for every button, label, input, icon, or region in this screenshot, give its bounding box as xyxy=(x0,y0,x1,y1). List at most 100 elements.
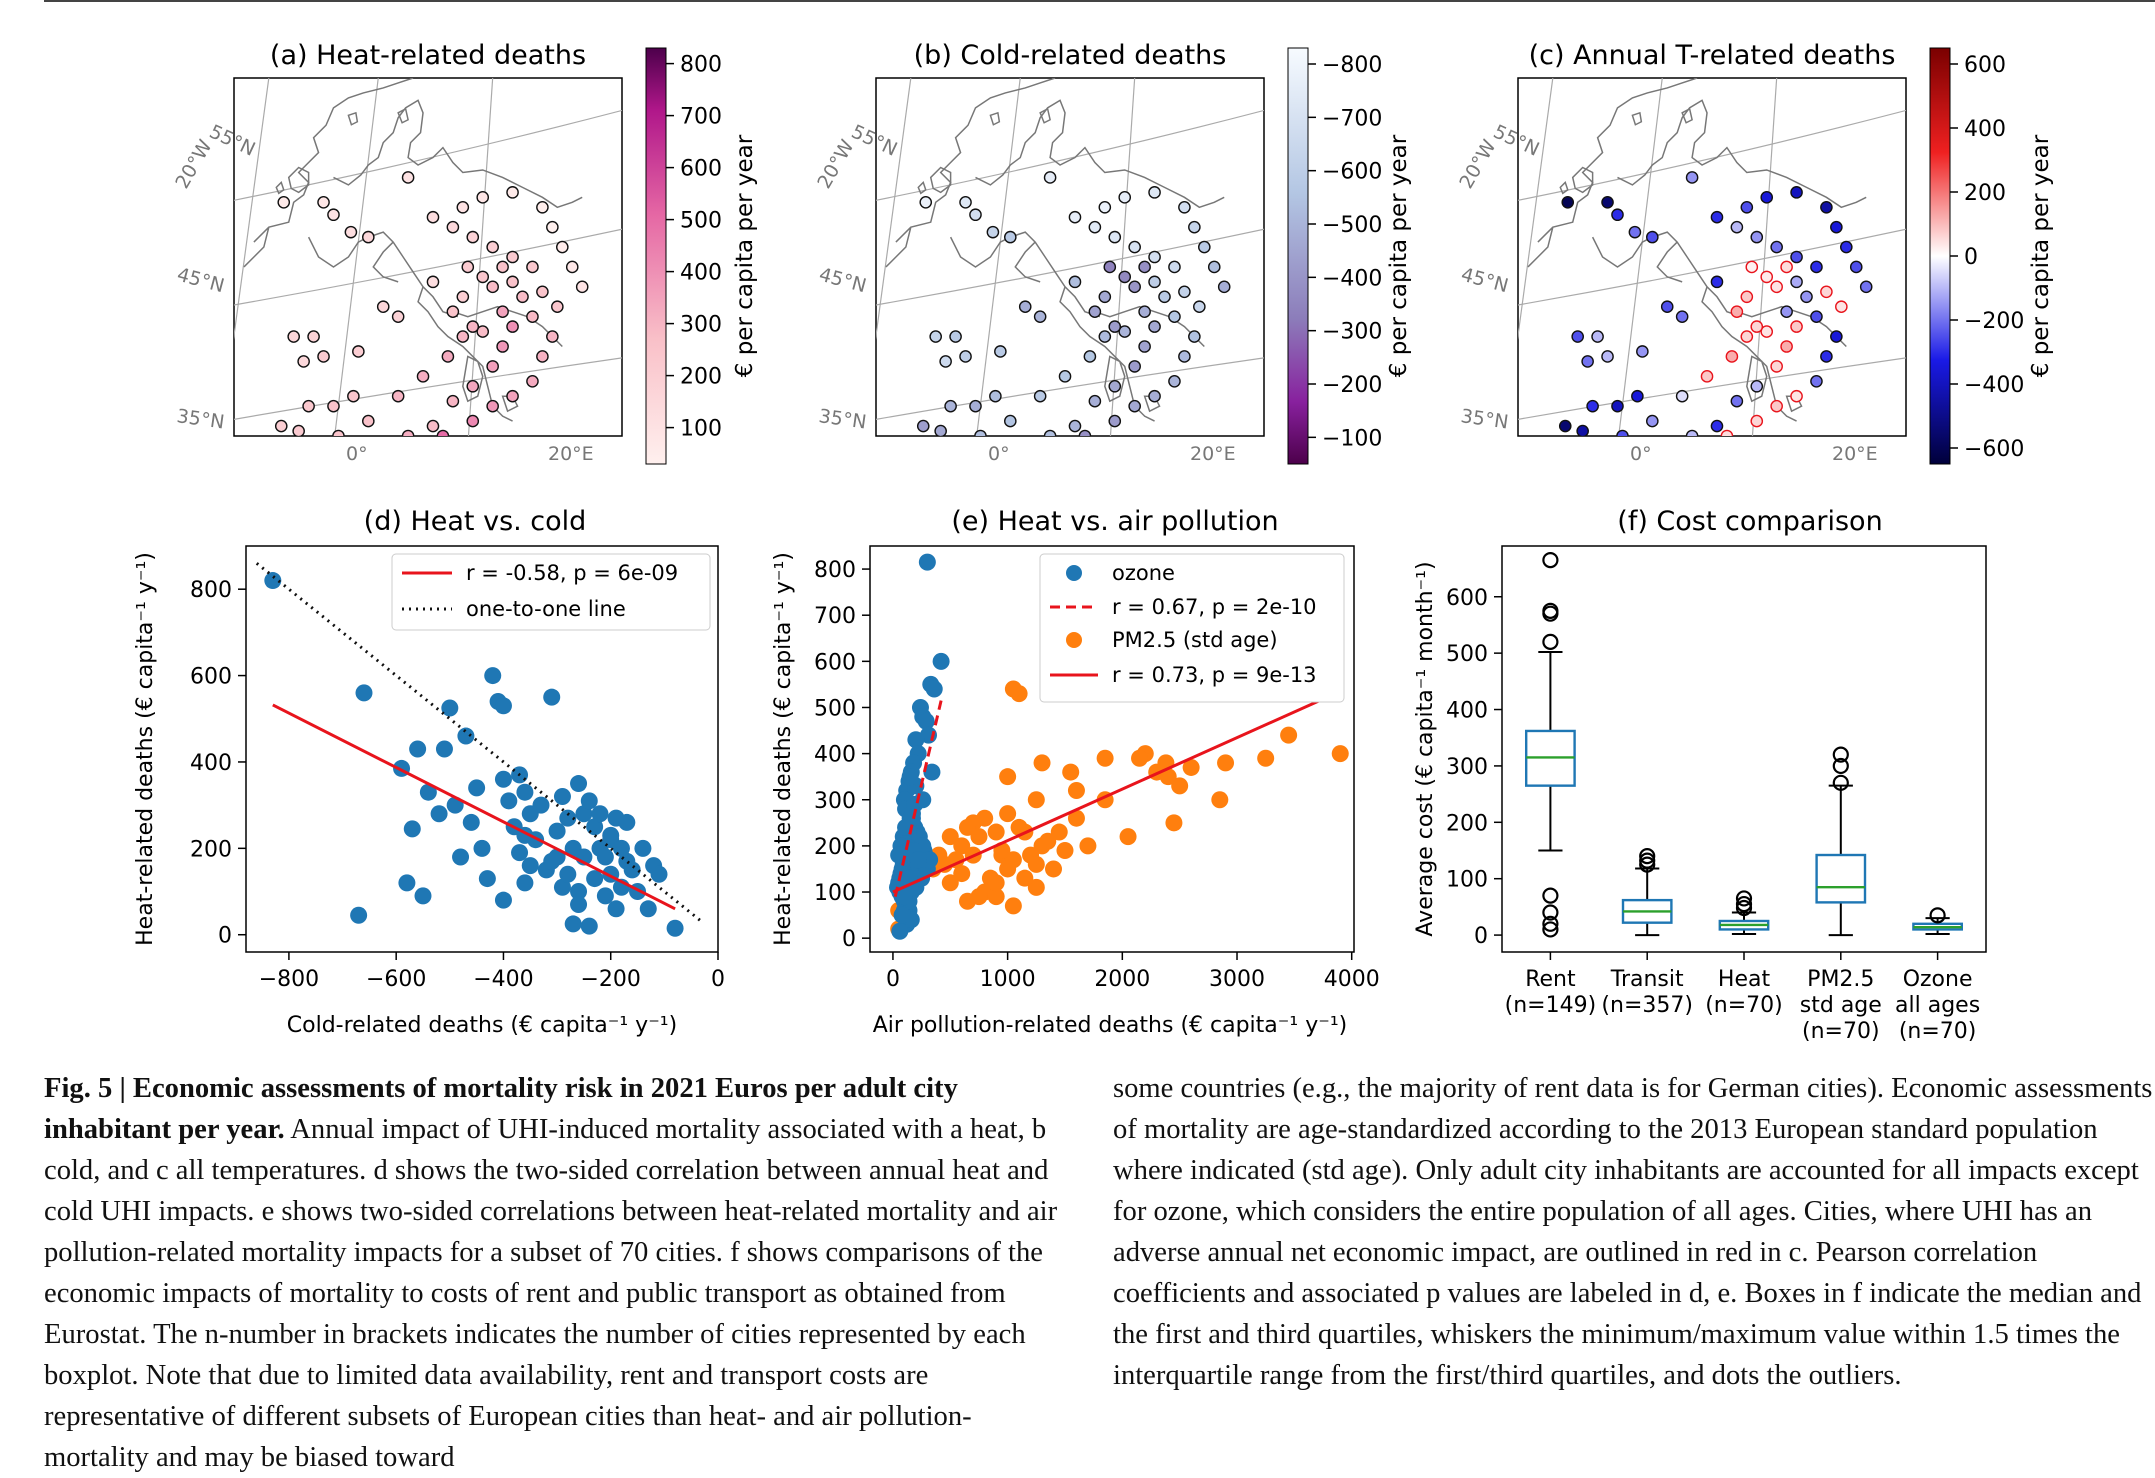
city-marker xyxy=(1138,260,1151,274)
city-marker xyxy=(1576,424,1589,436)
map-heat-frame xyxy=(233,77,623,437)
data-point xyxy=(484,667,502,685)
city-marker xyxy=(1859,280,1873,294)
pm25-point xyxy=(941,874,959,892)
city-marker xyxy=(1068,275,1082,289)
y-tick-label: 800 xyxy=(814,558,856,583)
city-marker xyxy=(506,389,519,403)
caption-left-intro: Annual impact of UHI-induced mortality a… xyxy=(290,1114,943,1145)
lon-label-20w: 20°W xyxy=(171,136,216,193)
data-point xyxy=(580,917,598,935)
city-marker xyxy=(1780,260,1793,274)
x-tick-label: 1000 xyxy=(980,967,1036,992)
data-point xyxy=(543,852,561,870)
colorbar-tick-label: −800 xyxy=(1322,53,1382,78)
island-outline xyxy=(1571,166,1594,194)
city-marker xyxy=(526,375,539,388)
data-point xyxy=(575,805,593,823)
lat-label-45: 45°N xyxy=(817,264,869,298)
city-marker xyxy=(1710,275,1724,289)
city-marker xyxy=(466,414,480,428)
city-marker xyxy=(1078,429,1092,436)
city-marker xyxy=(1128,399,1141,413)
city-marker xyxy=(327,208,340,222)
data-point xyxy=(409,740,427,758)
pm25-point xyxy=(1171,777,1189,795)
data-point xyxy=(607,900,625,918)
coastline xyxy=(243,78,583,422)
pm25-point xyxy=(1027,791,1045,809)
city-marker xyxy=(986,225,1000,239)
city-marker xyxy=(456,330,470,343)
city-marker xyxy=(1790,186,1803,199)
pm25-point xyxy=(1004,680,1022,698)
y-tick-label: 200 xyxy=(814,835,856,860)
city-marker xyxy=(916,419,930,433)
colorbar-heat-label: € per capita per year xyxy=(732,134,758,377)
city-marker xyxy=(575,280,589,294)
city-marker xyxy=(1118,325,1132,338)
pm25-point xyxy=(1217,754,1235,772)
outlier xyxy=(1542,904,1559,921)
city-marker xyxy=(1810,310,1823,323)
legend-ozone-swatch xyxy=(1066,565,1082,581)
data-point xyxy=(548,822,566,840)
lon-label-0: 0° xyxy=(346,443,368,465)
island-outline xyxy=(275,181,285,195)
regression-line xyxy=(272,703,676,911)
colorbar-tick-label: 500 xyxy=(680,209,722,234)
coastline xyxy=(885,78,1225,422)
city-marker xyxy=(1103,260,1117,274)
outlier xyxy=(1929,907,1946,924)
data-point xyxy=(494,770,512,788)
ozone-point xyxy=(891,922,909,940)
city-marker xyxy=(1207,260,1221,274)
pm25-point xyxy=(1050,823,1068,841)
pm25-point xyxy=(1079,837,1097,855)
data-point xyxy=(478,870,496,888)
city-marker xyxy=(426,210,440,224)
city-marker xyxy=(1652,455,1663,466)
lat-label-35: 35°N xyxy=(1459,405,1509,433)
y-tick-label: 600 xyxy=(1446,586,1488,611)
city-marker xyxy=(332,429,345,436)
map-cold-frame xyxy=(875,77,1265,437)
legend-fit-line-label: r = -0.58, p = 6e-09 xyxy=(466,561,678,585)
pm25-point xyxy=(953,837,971,855)
y-tick-label: 200 xyxy=(190,837,232,862)
city-marker xyxy=(1685,429,1699,436)
city-marker xyxy=(466,230,480,244)
data-point xyxy=(634,839,652,857)
pm25-point xyxy=(1027,855,1045,873)
city-marker xyxy=(1750,414,1764,428)
city-marker xyxy=(1770,360,1783,373)
lon-label-20e: 20°E xyxy=(1832,443,1878,465)
data-point xyxy=(494,891,512,909)
legend-pm25-swatch xyxy=(1066,632,1082,648)
city-marker xyxy=(969,399,982,413)
city-marker xyxy=(1148,186,1161,199)
data-point xyxy=(596,887,614,905)
city-marker xyxy=(1790,250,1803,264)
city-marker xyxy=(1646,230,1659,244)
ozone-point xyxy=(893,906,911,924)
map-total-title: (c) Annual T-related deaths xyxy=(1529,40,1896,71)
city-marker xyxy=(1128,360,1141,373)
colorbar-tick-label: −500 xyxy=(1322,213,1382,238)
x-tick-label: Transit xyxy=(1610,967,1684,992)
island-outline xyxy=(929,166,952,194)
colorbar-tick-label: 200 xyxy=(680,365,722,390)
city-marker xyxy=(1616,429,1629,436)
x-tick-label: 0 xyxy=(711,967,725,992)
data-point xyxy=(516,783,534,801)
city-marker xyxy=(1628,225,1642,239)
colorbar-tick-label: 200 xyxy=(1964,181,2006,206)
data-point xyxy=(559,865,577,883)
map-heat-panel: (a) Heat-related deaths 55°N 20°W 45°N 3… xyxy=(171,40,758,465)
panel-e-title: (e) Heat vs. air pollution xyxy=(951,506,1278,537)
pm25-point xyxy=(1045,860,1063,878)
graticule-line xyxy=(1618,78,1663,436)
data-point xyxy=(419,783,437,801)
pm25-point xyxy=(999,768,1017,786)
data-point xyxy=(580,792,598,810)
